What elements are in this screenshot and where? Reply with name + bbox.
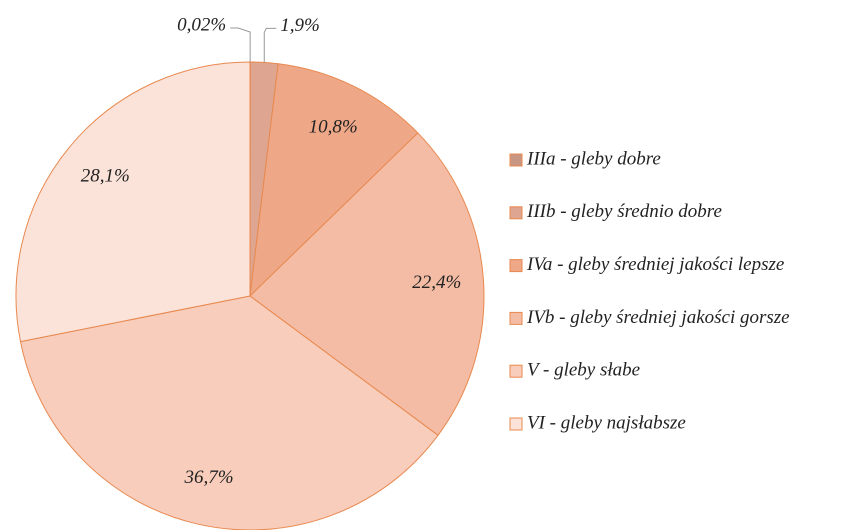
legend-swatch bbox=[509, 364, 523, 378]
pie-slice bbox=[15, 61, 251, 343]
legend-label: V - gleby słabe bbox=[527, 360, 640, 381]
data-label: 28,1% bbox=[81, 166, 130, 187]
data-label: 0,02% bbox=[177, 14, 226, 35]
pie-slice bbox=[249, 63, 419, 298]
legend-swatch bbox=[509, 417, 523, 431]
data-label: 1,9% bbox=[280, 15, 320, 36]
pie-slice bbox=[249, 132, 485, 436]
pie-slice bbox=[19, 295, 439, 530]
data-label: 10,8% bbox=[309, 117, 358, 138]
legend-label: VI - gleby najsłabsze bbox=[527, 412, 686, 433]
legend-label: IVa - gleby średniej jakości lepsze bbox=[526, 254, 784, 275]
data-label: 22,4% bbox=[412, 272, 461, 293]
legend-label: IIIb - gleby średnio dobre bbox=[526, 201, 722, 222]
legend-swatch bbox=[509, 311, 523, 325]
legend-label: IVb - gleby średniej jakości gorsze bbox=[526, 307, 790, 328]
legend-label: IIIa - gleby dobre bbox=[526, 148, 661, 169]
data-label: 36,7% bbox=[183, 467, 233, 488]
legend-swatch bbox=[509, 153, 523, 167]
leader-line bbox=[230, 27, 251, 63]
legend-swatch bbox=[509, 206, 523, 220]
leader-line bbox=[263, 27, 277, 63]
legend-swatch bbox=[509, 259, 523, 273]
